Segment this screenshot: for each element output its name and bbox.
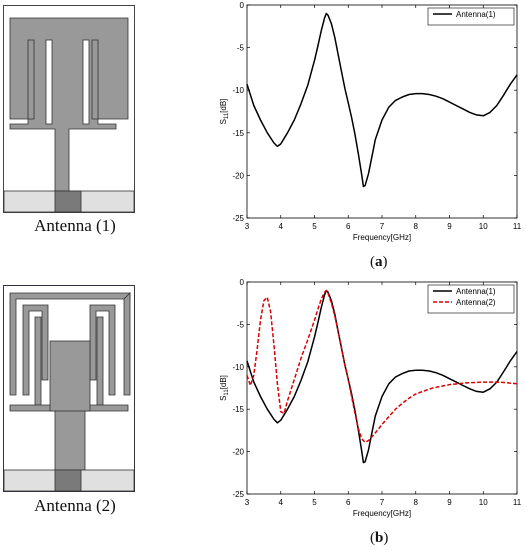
antenna1-slot-left xyxy=(45,39,53,125)
chart-b-y-tick-label: 0 xyxy=(240,278,245,287)
chart-b-x-tick-label: 6 xyxy=(346,498,351,507)
chart-a-x-tick-label: 3 xyxy=(245,222,250,231)
chart-b-y-tick-label: -15 xyxy=(232,405,244,414)
antenna2-radiator xyxy=(9,292,131,471)
chart-a-y-tick-label: -5 xyxy=(237,44,245,53)
chart-b-x-tick-label: 10 xyxy=(479,498,488,507)
chart-b-y-axis-label-main: S xyxy=(219,396,228,401)
chart-a-x-axis-label: Frequency[GHz] xyxy=(353,233,411,242)
chart-a-x-tick-label: 6 xyxy=(346,222,351,231)
antenna2-caption: Antenna (2) xyxy=(34,496,116,515)
chart-a-plot-area xyxy=(246,4,518,219)
antenna1-drawing xyxy=(3,5,135,213)
chart-b-x-tick-label: 7 xyxy=(380,498,385,507)
chart-b-y-axis-label-sub: 11 xyxy=(224,389,230,396)
chart-a-x-tick-label: 8 xyxy=(414,222,419,231)
panel-a-letter: a xyxy=(375,254,383,270)
panel-b-letter: b xyxy=(375,530,384,546)
chart-b-legend xyxy=(427,284,515,314)
chart-a-x-tick-label: 9 xyxy=(447,222,452,231)
chart-b-y-tick-label: -5 xyxy=(237,320,245,329)
antenna1-slot-right xyxy=(82,39,90,125)
chart-a-x-tick-label: 11 xyxy=(513,222,522,231)
antenna2-drawing xyxy=(3,285,135,492)
chart-b-plot-area xyxy=(246,281,518,495)
panel-b-label: (b) xyxy=(370,530,389,546)
chart-b-x-tick-label: 8 xyxy=(414,498,419,507)
chart-a-y-axis-label-main: S xyxy=(219,119,228,124)
chart-b-x-tick-label: 3 xyxy=(245,498,250,507)
chart-a-y-tick-label: -15 xyxy=(232,129,244,138)
chart-b-y-tick-label: -25 xyxy=(232,490,244,499)
antenna1-feed-line xyxy=(54,190,82,213)
chart-a-series-line-1 xyxy=(246,12,518,188)
chart-b-series-line-1 xyxy=(246,289,518,464)
chart-a-legend-label-1: Antenna(1) xyxy=(456,10,496,19)
chart-a-y-tick-label: -10 xyxy=(232,86,244,95)
chart-a-legend xyxy=(427,7,515,26)
antenna2-feed-line xyxy=(54,469,82,492)
chart-b-x-axis-label: Frequency[GHz] xyxy=(353,509,411,518)
chart-b: 3 4 5 6 7 8 9 10 11 0 -5 -10 -15 -20 -25 Frequency[GHz]… xyxy=(219,278,522,518)
panel-a-label: (a) xyxy=(370,254,388,270)
chart-a-y-axis-label-sub: 11 xyxy=(224,112,230,119)
chart-b-x-tick-label: 11 xyxy=(513,498,522,507)
chart-a-x-tick-label: 10 xyxy=(479,222,488,231)
chart-b-x-tick-label: 5 xyxy=(312,498,317,507)
chart-a-x-tick-label: 4 xyxy=(279,222,284,231)
chart-b-y-tick-label: -10 xyxy=(232,363,244,372)
chart-a-y-axis-label: S11[dB] xyxy=(219,99,230,125)
chart-b-legend-label-2: Antenna(2) xyxy=(456,298,496,307)
chart-a-y-tick-label: 0 xyxy=(240,1,245,10)
chart-a-y-tick-label: -20 xyxy=(232,171,244,180)
chart-b-y-tick-label: -20 xyxy=(232,448,244,457)
chart-b-x-tick-label: 9 xyxy=(447,498,452,507)
chart-a-y-tick-label: -25 xyxy=(232,214,244,223)
chart-b-y-axis-label: S11[dB] xyxy=(219,375,230,401)
chart-b-series-line-2 xyxy=(246,289,518,444)
chart-a-x-tick-label: 5 xyxy=(312,222,317,231)
antenna1-caption: Antenna (1) xyxy=(34,216,116,235)
chart-a: 3 4 5 6 7 8 9 10 11 0 -5 -10 -15 -20 -25 Frequency[GHz]… xyxy=(219,1,522,242)
chart-a-x-tick-label: 7 xyxy=(380,222,385,231)
chart-b-y-axis-label-unit: [dB] xyxy=(219,375,228,389)
chart-b-x-tick-label: 4 xyxy=(279,498,284,507)
chart-b-legend-label-1: Antenna(1) xyxy=(456,287,496,296)
chart-a-y-axis-label-unit: [dB] xyxy=(219,99,228,113)
